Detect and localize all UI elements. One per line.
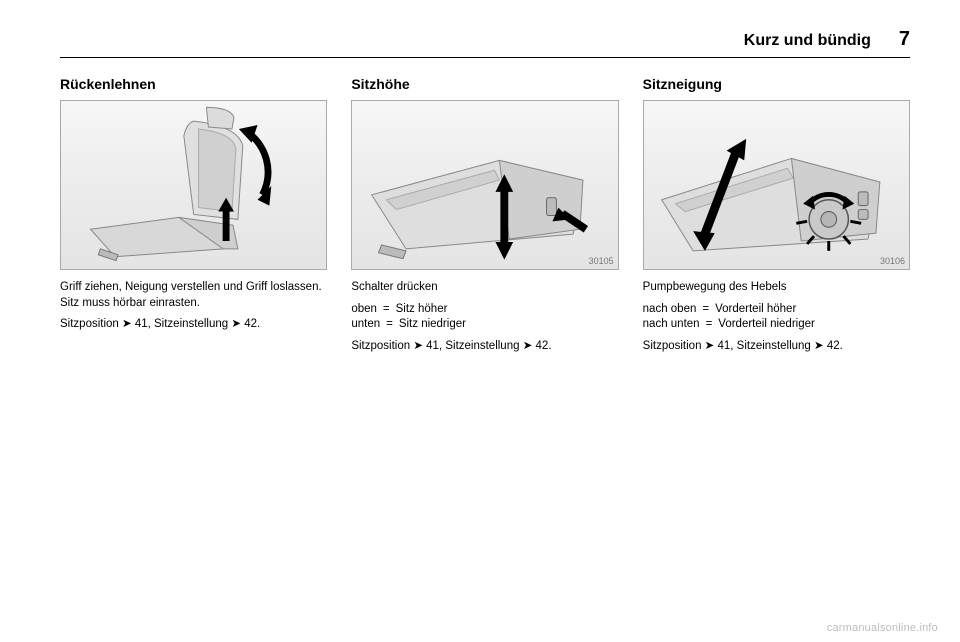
column-heading: Rückenlehnen <box>60 76 327 92</box>
section-title: Kurz und bündig <box>744 32 871 50</box>
seat-backrest-svg <box>61 101 326 269</box>
paragraph: Pumpbewegung des Hebels <box>643 280 910 296</box>
definition-row: nach unten = Vorderteil niedriger <box>643 317 910 333</box>
definition-list: oben = Sitz höher unten = Sitz niedriger <box>351 302 618 333</box>
paragraph-crossref: Sitzposition ➤ 41, Sitzeinstellung ➤ 42. <box>60 317 327 333</box>
equals-sign: = <box>380 317 399 333</box>
paragraph-crossref: Sitzposition ➤ 41, Sitzeinstellung ➤ 42. <box>643 339 910 355</box>
column-rueckenlehnen: Rückenlehnen <box>60 76 327 360</box>
column-sitzhoehe: Sitzhöhe <box>351 76 618 360</box>
illustration-seat-tilt: 30106 <box>643 100 910 270</box>
illustration-seat-height: 30105 <box>351 100 618 270</box>
definition-value: Vorderteil höher <box>715 302 796 318</box>
definition-key: unten <box>351 317 380 333</box>
image-id: 30105 <box>589 256 614 266</box>
definition-row: unten = Sitz niedriger <box>351 317 618 333</box>
paragraph: Schalter drücken <box>351 280 618 296</box>
definition-value: Vorderteil niedriger <box>718 317 815 333</box>
seat-tilt-svg <box>644 101 909 269</box>
column-sitzneigung: Sitzneigung <box>643 76 910 360</box>
definition-value: Sitz niedriger <box>399 317 466 333</box>
definition-row: oben = Sitz höher <box>351 302 618 318</box>
paragraph: Griff ziehen, Neigung verstellen und Gri… <box>60 280 327 311</box>
content-columns: Rückenlehnen <box>60 76 910 360</box>
column-heading: Sitzhöhe <box>351 76 618 92</box>
definition-key: nach unten <box>643 317 700 333</box>
column-heading: Sitzneigung <box>643 76 910 92</box>
image-id: 30106 <box>880 256 905 266</box>
equals-sign: = <box>696 302 715 318</box>
equals-sign: = <box>377 302 396 318</box>
paragraph-crossref: Sitzposition ➤ 41, Sitzeinstellung ➤ 42. <box>351 339 618 355</box>
page-number: 7 <box>899 28 910 51</box>
seat-height-svg <box>352 101 617 269</box>
definition-value: Sitz höher <box>396 302 448 318</box>
definition-key: oben <box>351 302 377 318</box>
definition-row: nach oben = Vorderteil höher <box>643 302 910 318</box>
equals-sign: = <box>700 317 719 333</box>
definition-list: nach oben = Vorderteil höher nach unten … <box>643 302 910 333</box>
definition-key: nach oben <box>643 302 697 318</box>
page: Kurz und bündig 7 Rückenlehnen <box>0 0 960 642</box>
illustration-seat-backrest <box>60 100 327 270</box>
page-header: Kurz und bündig 7 <box>60 28 910 58</box>
watermark: carmanualsonline.info <box>827 622 938 634</box>
